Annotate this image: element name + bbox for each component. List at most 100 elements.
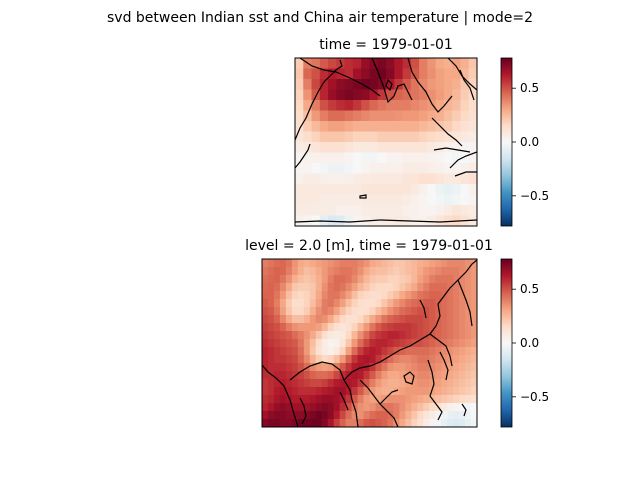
sst-cell	[452, 68, 462, 80]
sst-map-frame	[294, 57, 478, 227]
air-temperature-cell	[375, 315, 383, 324]
air-temperature-cell	[381, 323, 389, 332]
air-temperature-cell	[321, 403, 329, 412]
sst-cell	[386, 79, 395, 91]
sst-cell	[410, 68, 420, 80]
sst-cell	[361, 194, 371, 206]
sst-cell	[468, 184, 477, 196]
air-temperature-cell	[315, 347, 323, 356]
sst-cell	[361, 100, 371, 112]
sst-cell	[427, 142, 437, 154]
air-temperature-cell	[345, 379, 353, 388]
sst-cell	[435, 163, 445, 175]
sst-cell	[386, 100, 395, 112]
sst-cell	[452, 142, 462, 154]
air-temperature-cell	[429, 403, 436, 412]
air-temperature-cell	[291, 363, 299, 372]
air-temperature-cell	[387, 403, 394, 412]
air-temperature-cell	[297, 355, 305, 364]
air-temperature-cell	[381, 259, 389, 268]
sst-cell	[460, 110, 470, 122]
air-temperature-cell	[285, 371, 293, 380]
sst-cell	[336, 152, 346, 164]
air-temperature-cell	[262, 363, 269, 372]
air-temperature-cell	[441, 331, 448, 340]
air-temperature-cell	[417, 371, 424, 380]
sst-cell	[394, 194, 404, 206]
sst-cell	[410, 110, 420, 122]
sst-cell	[336, 163, 346, 175]
air-temperature-cell	[441, 275, 448, 284]
air-temperature-cell	[405, 275, 412, 284]
air-temperature-cell	[262, 347, 269, 356]
air-temperature-cell	[363, 395, 371, 404]
sst-cell	[410, 79, 420, 91]
sst-cell	[303, 110, 313, 122]
sst-cell	[410, 131, 420, 143]
air-temperature-cell	[465, 347, 472, 356]
air-temperature-cell	[405, 283, 412, 292]
air-temperature-cell	[297, 347, 305, 356]
air-temperature-cell	[459, 259, 466, 268]
air-temperature-cell	[417, 403, 424, 412]
air-temperature-cell	[291, 307, 299, 316]
air-temperature-cell	[315, 355, 323, 364]
air-temperature-cell	[351, 371, 359, 380]
air-temperature-cell	[405, 307, 412, 316]
sst-cell	[369, 121, 379, 133]
sst-cell	[311, 100, 321, 112]
air-temperature-cell	[399, 307, 406, 316]
air-temperature-cell	[315, 299, 323, 308]
air-temperature-cell	[291, 419, 299, 427]
sst-colorbar	[500, 57, 513, 227]
air-temperature-cell	[267, 403, 275, 412]
air-temperature-cell	[417, 339, 424, 348]
sst-cell	[377, 131, 387, 143]
air-temperature-colorbar-ticks: 0.5 0.0 −0.5	[512, 282, 549, 404]
air-temperature-cell	[315, 307, 323, 316]
sst-cell	[452, 100, 462, 112]
sst-cell	[394, 100, 404, 112]
sst-cell	[311, 205, 321, 217]
sst-cell	[295, 194, 304, 206]
air-temperature-cell	[267, 283, 275, 292]
sst-cell	[468, 194, 477, 206]
air-temperature-cell	[285, 387, 293, 396]
sst-cell	[328, 215, 337, 226]
sst-cell	[319, 131, 329, 143]
air-temperature-cell	[435, 371, 442, 380]
sst-cell	[460, 184, 470, 196]
air-temperature-cell	[291, 299, 299, 308]
sst-cell	[410, 100, 420, 112]
air-temperature-cell	[345, 355, 353, 364]
air-temperature-cell	[303, 403, 311, 412]
air-temperature-cell	[447, 363, 454, 372]
sst-cell	[319, 184, 329, 196]
air-temperature-cell	[411, 419, 418, 427]
sst-cell	[419, 68, 428, 80]
sst-cell	[394, 184, 404, 196]
sst-cell	[377, 58, 387, 70]
air-temperature-cell	[375, 331, 383, 340]
air-temperature-cell	[279, 403, 287, 412]
sst-cell	[410, 89, 420, 101]
air-temperature-cell	[297, 403, 305, 412]
sst-cell	[352, 215, 362, 226]
air-temperature-cell	[315, 331, 323, 340]
air-temperature-cell	[267, 411, 275, 420]
air-temperature-cell	[315, 371, 323, 380]
air-temperature-cell	[471, 403, 477, 412]
sst-cell	[435, 173, 445, 185]
air-temperature-cell	[369, 259, 377, 268]
sst-cell	[460, 121, 470, 133]
air-temperature-cell	[285, 315, 293, 324]
air-temperature-cell	[363, 299, 371, 308]
sst-cell	[328, 184, 337, 196]
sst-cell	[311, 58, 321, 70]
air-temperature-cell	[309, 419, 317, 427]
air-temperature-cell	[387, 291, 394, 300]
air-temperature-cell	[459, 395, 466, 404]
sst-cell	[328, 152, 337, 164]
air-temperature-cell	[357, 355, 365, 364]
